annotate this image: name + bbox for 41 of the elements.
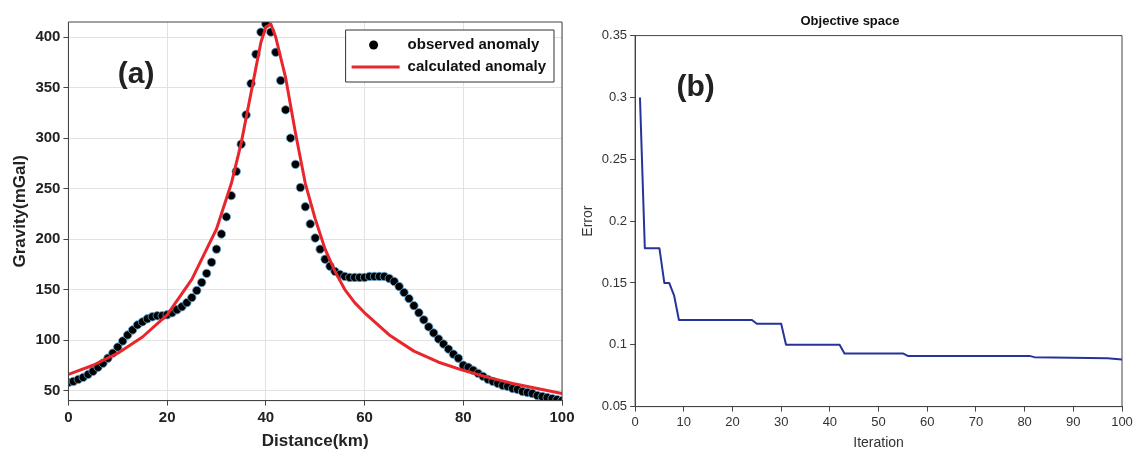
x-tick-label: 10 [676, 413, 692, 429]
y-tick-label: 0.3 [609, 89, 628, 105]
y-tick-label: 0.2 [609, 212, 628, 228]
x-tick-label: 60 [356, 407, 373, 425]
x-tick-label: 100 [1111, 413, 1133, 429]
y-tick-label: 150 [35, 279, 61, 297]
annotation: (a) [117, 56, 155, 90]
y-tick-label: 0.1 [609, 336, 628, 352]
legend-label: observed anomaly [407, 35, 540, 53]
legend-label: calculated anomaly [407, 57, 547, 75]
y-tick-label: 300 [35, 128, 61, 146]
y-axis-title: Gravity(mGal) [9, 155, 29, 268]
x-axis-title: Distance(km) [261, 431, 369, 451]
x-tick-label: 60 [920, 413, 935, 429]
x-tick-label: 90 [1066, 413, 1081, 429]
x-tick-label: 50 [871, 413, 886, 429]
x-tick-label: 30 [773, 413, 789, 429]
y-tick-label: 0.15 [601, 274, 628, 290]
y-tick-label: 200 [35, 229, 61, 247]
y-tick-label: 0.35 [601, 27, 628, 43]
x-axis-title: Iteration [853, 434, 904, 451]
y-tick-label: 400 [35, 27, 61, 45]
x-tick-label: 0 [631, 413, 639, 429]
x-tick-label: 20 [725, 413, 740, 429]
y-tick-label: 50 [43, 380, 61, 398]
x-tick-label: 0 [64, 407, 73, 425]
x-tick-label: 40 [257, 407, 275, 425]
y-tick-label: 0.05 [601, 398, 628, 414]
y-axis-title: Error [579, 205, 596, 237]
x-tick-label: 80 [1017, 413, 1032, 429]
x-tick-label: 40 [822, 413, 838, 429]
y-tick-label: 350 [35, 77, 61, 95]
y-tick-label: 250 [35, 178, 61, 196]
y-tick-label: 100 [35, 330, 61, 348]
y-tick-label: 0.25 [601, 150, 628, 166]
x-tick-label: 80 [454, 407, 472, 425]
annotation: (b) [676, 68, 715, 102]
chart-title: Objective space [800, 13, 900, 29]
x-tick-label: 100 [549, 407, 575, 425]
x-tick-label: 20 [158, 407, 176, 425]
x-tick-label: 70 [968, 413, 984, 429]
